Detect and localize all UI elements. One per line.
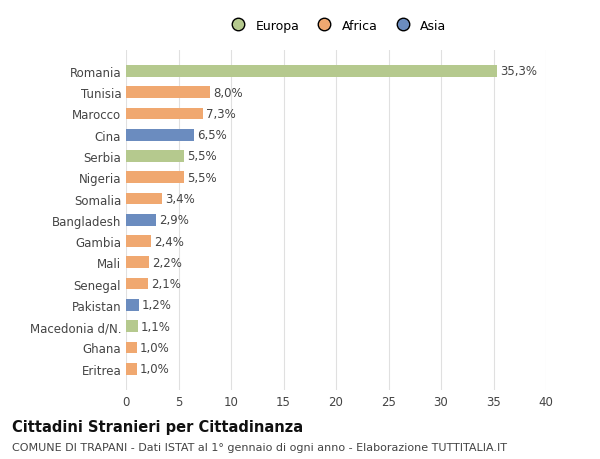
Text: 2,1%: 2,1% (151, 278, 181, 291)
Text: 7,3%: 7,3% (206, 108, 236, 121)
Text: 6,5%: 6,5% (197, 129, 227, 142)
Bar (126, 108, 203, 120)
Bar (126, 87, 210, 99)
Text: 5,5%: 5,5% (187, 171, 217, 185)
Bar (126, 151, 184, 162)
Bar (126, 214, 157, 226)
Bar (126, 193, 162, 205)
Text: 35,3%: 35,3% (500, 65, 537, 78)
Bar (126, 299, 139, 311)
Bar (126, 66, 497, 78)
Bar (126, 342, 137, 353)
Text: Cittadini Stranieri per Cittadinanza: Cittadini Stranieri per Cittadinanza (12, 419, 303, 434)
Bar (126, 236, 151, 247)
Bar (126, 129, 194, 141)
Text: 1,0%: 1,0% (140, 341, 169, 354)
Text: 1,2%: 1,2% (142, 299, 172, 312)
Bar (126, 363, 137, 375)
Text: 8,0%: 8,0% (213, 86, 243, 100)
Text: 2,2%: 2,2% (152, 256, 182, 269)
Text: 1,0%: 1,0% (140, 363, 169, 375)
Bar (126, 257, 149, 269)
Bar (126, 320, 137, 332)
Bar (126, 278, 148, 290)
Text: 1,1%: 1,1% (140, 320, 170, 333)
Text: COMUNE DI TRAPANI - Dati ISTAT al 1° gennaio di ogni anno - Elaborazione TUTTITA: COMUNE DI TRAPANI - Dati ISTAT al 1° gen… (12, 442, 507, 452)
Text: 2,4%: 2,4% (154, 235, 184, 248)
Legend: Europa, Africa, Asia: Europa, Africa, Asia (222, 16, 450, 36)
Text: 3,4%: 3,4% (165, 193, 194, 206)
Bar (126, 172, 184, 184)
Text: 2,9%: 2,9% (160, 214, 190, 227)
Text: 5,5%: 5,5% (187, 150, 217, 163)
